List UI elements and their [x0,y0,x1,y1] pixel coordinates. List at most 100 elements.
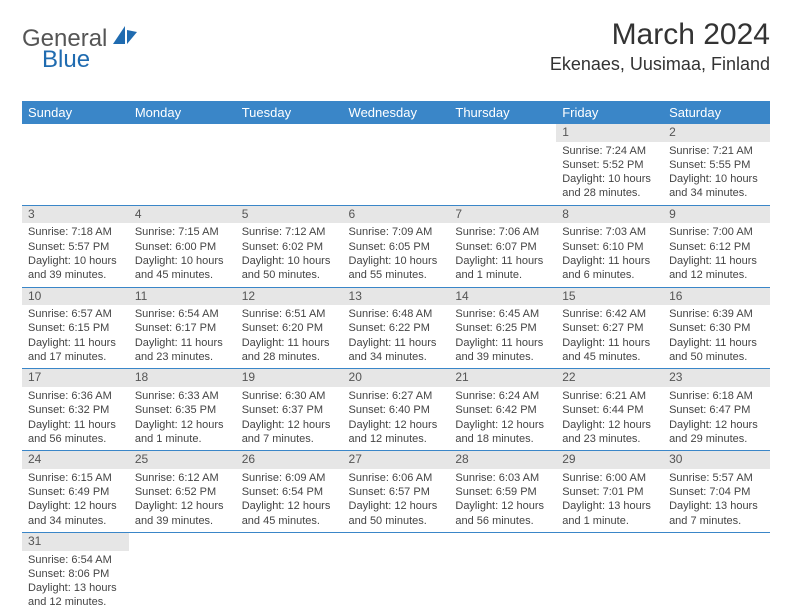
day-details: Sunrise: 6:42 AMSunset: 6:27 PMDaylight:… [556,305,663,368]
day-details: Sunrise: 7:00 AMSunset: 6:12 PMDaylight:… [663,223,770,286]
day-number: 8 [556,206,663,224]
calendar-cell [663,532,770,613]
calendar-cell: 23Sunrise: 6:18 AMSunset: 6:47 PMDayligh… [663,369,770,451]
calendar-cell: 3Sunrise: 7:18 AMSunset: 5:57 PMDaylight… [22,205,129,287]
daylight-line: Daylight: 10 hours and 50 minutes. [242,254,337,283]
day-details: Sunrise: 6:03 AMSunset: 6:59 PMDaylight:… [449,469,556,532]
day-details: Sunrise: 6:48 AMSunset: 6:22 PMDaylight:… [343,305,450,368]
calendar-cell: 7Sunrise: 7:06 AMSunset: 6:07 PMDaylight… [449,205,556,287]
day-details: Sunrise: 6:00 AMSunset: 7:01 PMDaylight:… [556,469,663,532]
day-number: 1 [556,124,663,142]
sunrise-line: Sunrise: 5:57 AM [669,471,764,485]
sunrise-line: Sunrise: 6:48 AM [349,307,444,321]
sunrise-line: Sunrise: 6:33 AM [135,389,230,403]
sunset-line: Sunset: 5:57 PM [28,240,123,254]
day-details: Sunrise: 7:24 AMSunset: 5:52 PMDaylight:… [556,142,663,205]
calendar-cell [236,532,343,613]
sunset-line: Sunset: 6:15 PM [28,321,123,335]
calendar-cell [556,532,663,613]
sunrise-line: Sunrise: 7:21 AM [669,144,764,158]
day-number: 2 [663,124,770,142]
day-details: Sunrise: 7:03 AMSunset: 6:10 PMDaylight:… [556,223,663,286]
daylight-line: Daylight: 11 hours and 39 minutes. [455,336,550,365]
sunrise-line: Sunrise: 6:12 AM [135,471,230,485]
day-details: Sunrise: 6:57 AMSunset: 6:15 PMDaylight:… [22,305,129,368]
logo-text-2: Blue [42,46,90,74]
sunset-line: Sunset: 6:44 PM [562,403,657,417]
daylight-line: Daylight: 12 hours and 7 minutes. [242,418,337,447]
calendar-cell: 27Sunrise: 6:06 AMSunset: 6:57 PMDayligh… [343,451,450,533]
sunrise-line: Sunrise: 6:24 AM [455,389,550,403]
daylight-line: Daylight: 11 hours and 45 minutes. [562,336,657,365]
day-number: 19 [236,369,343,387]
calendar-cell: 13Sunrise: 6:48 AMSunset: 6:22 PMDayligh… [343,287,450,369]
day-details: Sunrise: 6:54 AMSunset: 8:06 PMDaylight:… [22,551,129,614]
sunset-line: Sunset: 6:47 PM [669,403,764,417]
sunset-line: Sunset: 8:06 PM [28,567,123,581]
daylight-line: Daylight: 12 hours and 1 minute. [135,418,230,447]
day-details: Sunrise: 6:12 AMSunset: 6:52 PMDaylight:… [129,469,236,532]
sunset-line: Sunset: 6:49 PM [28,485,123,499]
sunrise-line: Sunrise: 7:24 AM [562,144,657,158]
sunset-line: Sunset: 6:07 PM [455,240,550,254]
day-details: Sunrise: 7:15 AMSunset: 6:00 PMDaylight:… [129,223,236,286]
sunrise-line: Sunrise: 6:54 AM [28,553,123,567]
weekday-header: Sunday [22,101,129,124]
sunset-line: Sunset: 5:52 PM [562,158,657,172]
calendar-row: 24Sunrise: 6:15 AMSunset: 6:49 PMDayligh… [22,451,770,533]
day-details: Sunrise: 6:09 AMSunset: 6:54 PMDaylight:… [236,469,343,532]
weekday-header: Wednesday [343,101,450,124]
location-text: Ekenaes, Uusimaa, Finland [550,54,770,75]
title-block: March 2024 Ekenaes, Uusimaa, Finland [550,18,770,75]
day-details: Sunrise: 7:09 AMSunset: 6:05 PMDaylight:… [343,223,450,286]
sunrise-line: Sunrise: 6:00 AM [562,471,657,485]
day-details: Sunrise: 6:39 AMSunset: 6:30 PMDaylight:… [663,305,770,368]
calendar-cell: 29Sunrise: 6:00 AMSunset: 7:01 PMDayligh… [556,451,663,533]
daylight-line: Daylight: 12 hours and 39 minutes. [135,499,230,528]
calendar-cell: 11Sunrise: 6:54 AMSunset: 6:17 PMDayligh… [129,287,236,369]
sail-icon [111,24,139,53]
calendar-row: 1Sunrise: 7:24 AMSunset: 5:52 PMDaylight… [22,124,770,205]
day-number: 22 [556,369,663,387]
day-details: Sunrise: 7:06 AMSunset: 6:07 PMDaylight:… [449,223,556,286]
sunset-line: Sunset: 6:42 PM [455,403,550,417]
sunrise-line: Sunrise: 6:15 AM [28,471,123,485]
sunset-line: Sunset: 6:22 PM [349,321,444,335]
calendar-cell [129,532,236,613]
day-details: Sunrise: 7:21 AMSunset: 5:55 PMDaylight:… [663,142,770,205]
day-details: Sunrise: 6:18 AMSunset: 6:47 PMDaylight:… [663,387,770,450]
daylight-line: Daylight: 11 hours and 12 minutes. [669,254,764,283]
day-number: 11 [129,288,236,306]
sunrise-line: Sunrise: 6:09 AM [242,471,337,485]
weekday-header: Saturday [663,101,770,124]
day-details: Sunrise: 6:45 AMSunset: 6:25 PMDaylight:… [449,305,556,368]
day-number: 27 [343,451,450,469]
sunset-line: Sunset: 6:02 PM [242,240,337,254]
sunset-line: Sunset: 6:59 PM [455,485,550,499]
day-number: 13 [343,288,450,306]
sunrise-line: Sunrise: 6:42 AM [562,307,657,321]
day-number: 24 [22,451,129,469]
calendar-cell [129,124,236,205]
daylight-line: Daylight: 12 hours and 50 minutes. [349,499,444,528]
calendar-cell: 6Sunrise: 7:09 AMSunset: 6:05 PMDaylight… [343,205,450,287]
day-details: Sunrise: 6:15 AMSunset: 6:49 PMDaylight:… [22,469,129,532]
sunrise-line: Sunrise: 7:15 AM [135,225,230,239]
sunrise-line: Sunrise: 7:03 AM [562,225,657,239]
sunrise-line: Sunrise: 7:09 AM [349,225,444,239]
day-number: 5 [236,206,343,224]
sunset-line: Sunset: 7:04 PM [669,485,764,499]
day-number: 23 [663,369,770,387]
day-details: Sunrise: 7:12 AMSunset: 6:02 PMDaylight:… [236,223,343,286]
daylight-line: Daylight: 12 hours and 56 minutes. [455,499,550,528]
calendar-cell: 26Sunrise: 6:09 AMSunset: 6:54 PMDayligh… [236,451,343,533]
day-details: Sunrise: 6:30 AMSunset: 6:37 PMDaylight:… [236,387,343,450]
daylight-line: Daylight: 11 hours and 56 minutes. [28,418,123,447]
calendar-cell: 2Sunrise: 7:21 AMSunset: 5:55 PMDaylight… [663,124,770,205]
day-number: 25 [129,451,236,469]
calendar-table: SundayMondayTuesdayWednesdayThursdayFrid… [22,101,770,614]
sunrise-line: Sunrise: 7:12 AM [242,225,337,239]
calendar-cell: 20Sunrise: 6:27 AMSunset: 6:40 PMDayligh… [343,369,450,451]
day-details: Sunrise: 6:36 AMSunset: 6:32 PMDaylight:… [22,387,129,450]
sunset-line: Sunset: 6:37 PM [242,403,337,417]
